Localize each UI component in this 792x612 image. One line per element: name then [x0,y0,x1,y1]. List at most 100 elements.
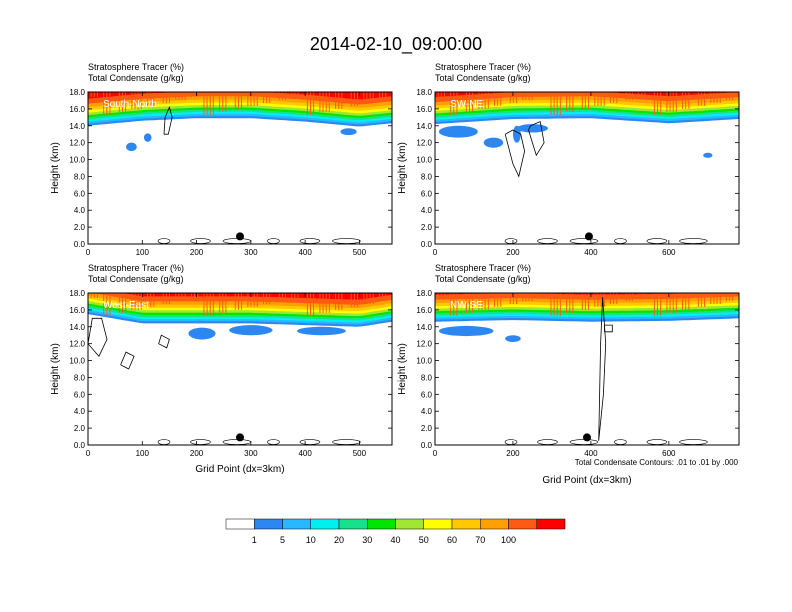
y-tick-label: 14.0 [416,122,432,131]
tracer-layer [435,92,739,98]
y-axis-label: Height (km) [50,343,61,395]
panel-title-line: Stratosphere Tracer (%) [88,263,184,273]
figure-title: 2014-02-10_09:00:00 [310,34,482,55]
plot-frame [87,91,393,245]
plot-frame [87,292,393,446]
y-tick-label: 16.0 [69,105,85,114]
colorbar-label: 5 [280,535,285,545]
surface-contour [569,238,599,244]
colorbar-swatch [451,518,481,530]
tracer-blob [126,142,137,152]
tracer-blob [188,327,216,340]
plot-frame [434,91,740,245]
panel-title-line: Total Condensate (g/kg) [88,274,184,284]
surface-contour [537,238,558,244]
panels-group: Stratosphere Tracer (%)Total Condensate … [50,62,740,486]
surface-contour [190,238,211,244]
surface-contour [646,238,668,244]
surface-contour [504,439,518,445]
panel-1: Stratosphere Tracer (%)Total Condensate … [50,62,393,257]
colorbar-label: 100 [501,535,516,545]
y-tick-label: 8.0 [421,172,433,181]
x-tick-label: 200 [190,449,204,458]
surface-contour [646,439,668,445]
colorbar-swatch [310,518,340,530]
location-marker [584,232,593,241]
plot-area: West-East [88,293,392,445]
y-tick-label: 16.0 [69,306,85,315]
y-tick-label: 8.0 [74,172,86,181]
surface-contour [222,238,252,244]
colorbar-swatch [282,518,311,530]
y-tick-label: 18.0 [416,289,432,298]
colorbar-swatch [225,518,255,530]
tracer-blob [516,124,549,133]
location-marker [236,433,244,442]
contour-footnote: Total Condensate Contours: .01 to .01 by… [575,458,739,467]
panel-label: SW-NE [450,99,483,110]
condensate-contour [604,324,613,333]
y-tick-label: 0.0 [74,240,86,249]
condensate-contour [504,129,526,178]
colorbar-label: 1 [252,535,257,545]
colorbar-label: 20 [334,535,344,545]
y-tick-label: 8.0 [74,373,86,382]
colorbar-label: 70 [475,535,485,545]
surface-contour [267,439,280,445]
panel-title-line: Total Condensate (g/kg) [88,73,184,83]
panel-title-line: Stratosphere Tracer (%) [435,263,531,273]
y-tick-label: 12.0 [69,340,85,349]
surface-contour [332,238,361,244]
tracer-blob [505,335,521,342]
panel-label: West-East [103,300,149,311]
plot-area: NW-SE [435,293,739,445]
tracer-blob [703,152,713,158]
x-axis-label: Grid Point (dx=3km) [542,475,631,486]
y-tick-label: 16.0 [416,306,432,315]
panel-3: Stratosphere Tracer (%)Total Condensate … [50,263,393,475]
y-tick-label: 18.0 [69,88,85,97]
condensate-contour [528,121,545,157]
panel-title-line: Stratosphere Tracer (%) [88,62,184,72]
y-axis-label: Height (km) [397,343,408,395]
tracer-layer [88,293,392,300]
surface-contour [537,439,558,445]
x-tick-label: 400 [584,248,598,257]
tracer-blob [438,325,494,337]
surface-contour [157,439,171,445]
panel-title-line: Total Condensate (g/kg) [435,73,531,83]
colorbar-swatch [254,518,283,530]
y-tick-label: 14.0 [416,323,432,332]
x-tick-label: 100 [136,449,150,458]
x-tick-label: 200 [190,248,204,257]
panel-4: Stratosphere Tracer (%)Total Condensate … [397,263,740,486]
x-tick-label: 200 [506,248,520,257]
y-tick-label: 10.0 [416,357,432,366]
x-tick-label: 0 [433,449,438,458]
y-tick-label: 6.0 [74,390,86,399]
colorbar-label: 30 [362,535,372,545]
colorbar: 1 5 10 20 30 40 50 60 70 100 [225,518,566,545]
surface-contour [614,238,627,244]
tracer-blob [438,125,478,138]
y-tick-label: 4.0 [74,206,86,215]
panel-label: NW-SE [450,300,483,311]
y-tick-label: 18.0 [69,289,85,298]
y-tick-label: 2.0 [74,223,86,232]
x-tick-label: 300 [244,248,258,257]
x-tick-label: 200 [506,449,520,458]
y-tick-label: 2.0 [421,223,433,232]
colorbar-label: 50 [419,535,429,545]
tracer-layer [88,92,392,100]
y-tick-label: 10.0 [69,156,85,165]
colorbar-label: 40 [390,535,400,545]
x-tick-label: 600 [662,449,676,458]
location-marker [236,232,244,241]
panel-label: South-North [103,99,157,110]
y-tick-label: 14.0 [69,323,85,332]
surface-contour [222,439,252,445]
location-marker [583,433,591,442]
panel-title-line: Total Condensate (g/kg) [435,274,531,284]
x-tick-label: 100 [136,248,150,257]
